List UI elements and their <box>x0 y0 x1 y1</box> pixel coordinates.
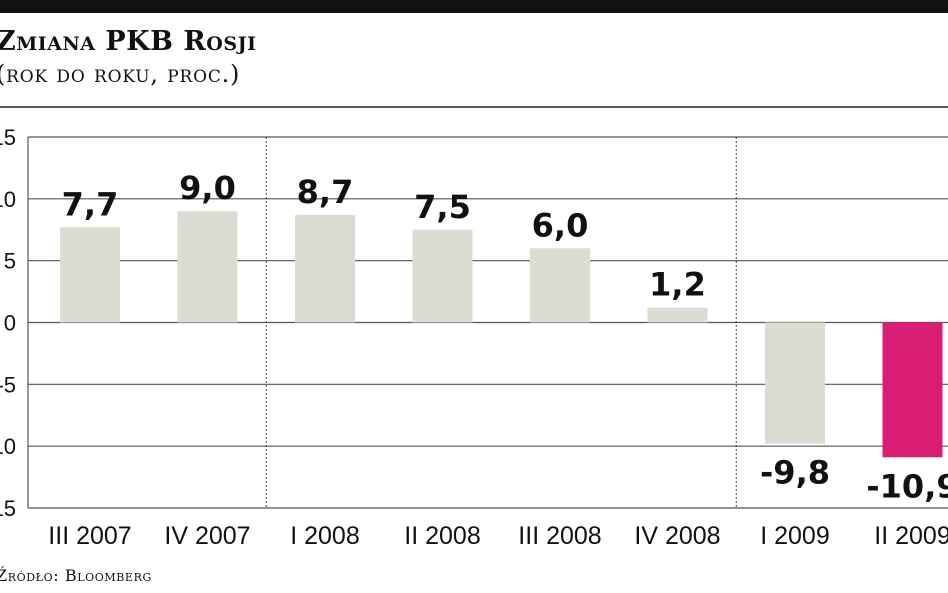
data-label: 1,2 <box>649 266 706 304</box>
data-label: -9,8 <box>760 454 830 492</box>
y-tick-label: -5 <box>0 372 16 397</box>
year-separators <box>265 137 737 508</box>
chart-title: Zmiana PKB Rosji <box>0 26 257 57</box>
data-label: 7,7 <box>62 185 119 223</box>
y-tick-label: 5 <box>4 249 16 274</box>
data-label: 6,0 <box>532 206 589 244</box>
bar <box>412 229 473 323</box>
x-tick-label: II 2009 <box>874 522 948 550</box>
bar <box>647 307 708 323</box>
bar <box>882 322 943 458</box>
data-label: 9,0 <box>179 169 236 207</box>
data-label: -10,9 <box>866 467 948 505</box>
x-tick-label: I 2008 <box>290 522 360 550</box>
y-tick-label: -10 <box>0 434 16 459</box>
top-rule <box>0 0 948 13</box>
y-tick-label: 15 <box>0 125 16 150</box>
bars <box>60 211 943 458</box>
y-tick-label: 0 <box>4 311 16 336</box>
x-tick-label: IV 2007 <box>164 522 250 550</box>
bar <box>765 322 825 444</box>
data-label: 8,7 <box>297 173 354 211</box>
data-label: 7,5 <box>414 188 471 226</box>
y-tick-label: -15 <box>0 496 16 521</box>
x-tick-label: II 2008 <box>404 522 480 550</box>
bar <box>60 227 120 323</box>
x-tick-label: III 2007 <box>48 522 131 550</box>
source-note: Źródło: Bloomberg <box>0 566 152 585</box>
x-tick-label: I 2009 <box>760 522 830 550</box>
bar <box>177 211 238 323</box>
data-labels: 7,7 9,0 8,7 7,5 6,0 1,2 -9,8 -10,9 <box>62 169 948 505</box>
x-tick-label: III 2008 <box>518 522 601 550</box>
y-axis-ticks: 15 10 5 0 -5 -10 -15 <box>0 125 16 521</box>
y-tick-label: 10 <box>0 187 16 212</box>
chart-subtitle: (rok do roku, proc.) <box>0 60 241 88</box>
bar <box>295 214 355 323</box>
x-axis-ticks: III 2007 IV 2007 I 2008 II 2008 III 2008 IV 2… <box>48 522 948 550</box>
x-tick-label: IV 2008 <box>634 522 720 550</box>
bar <box>530 248 590 323</box>
